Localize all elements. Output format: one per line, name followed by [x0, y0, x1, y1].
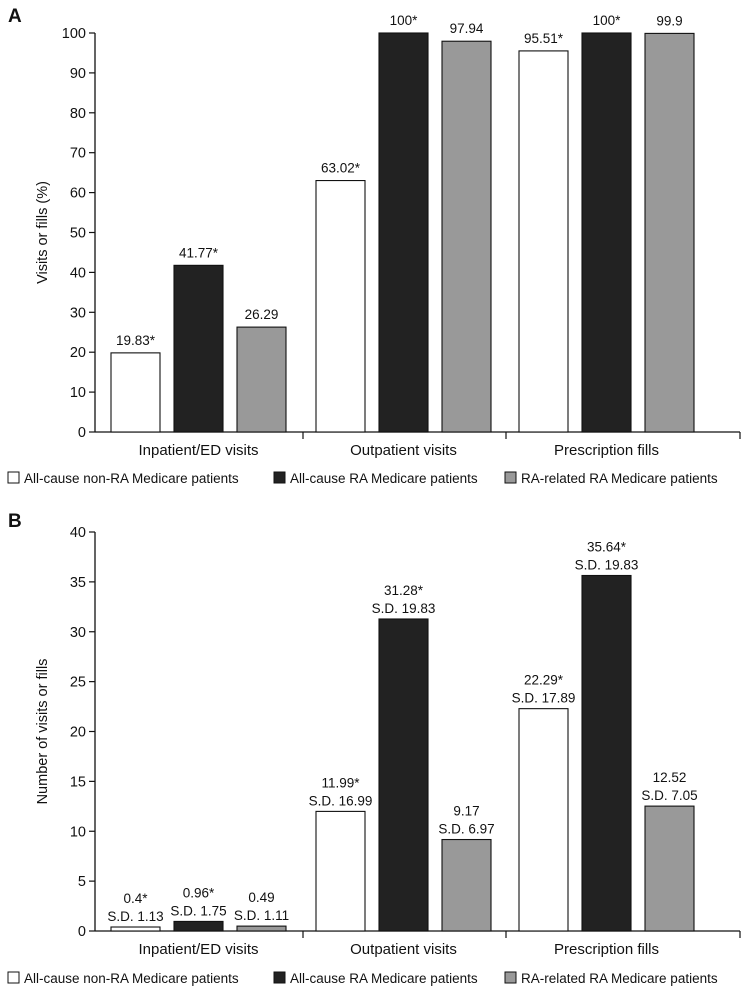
legend-swatch — [504, 971, 517, 984]
bar-value-label: 41.77* — [179, 245, 219, 260]
bar-value-label: 31.28* — [384, 583, 424, 598]
bar-value-label: 100* — [593, 13, 622, 28]
y-tick-label: 40 — [70, 525, 86, 541]
bar — [315, 810, 366, 932]
bar-value-label: 11.99* — [321, 775, 360, 790]
bar-sd-label: S.D. 7.05 — [641, 788, 697, 803]
bar-value-label: 0.4* — [123, 891, 148, 906]
legend-swatch — [7, 971, 20, 984]
x-category-label: Prescription fills — [554, 941, 659, 958]
legend-swatch — [7, 471, 20, 484]
bar — [236, 925, 287, 932]
y-axis-label: Visits or fills (%) — [35, 181, 51, 284]
y-tick-label: 30 — [70, 625, 86, 641]
legend-swatch — [504, 471, 517, 484]
legend-label: RA-related RA Medicare patients — [521, 471, 718, 486]
bar — [581, 574, 632, 932]
legend-swatch — [273, 971, 286, 984]
y-tick-label: 25 — [70, 675, 86, 691]
legend-label: All-cause non-RA Medicare patients — [24, 971, 239, 986]
bar-value-label: 0.96* — [183, 885, 215, 900]
bar — [581, 32, 632, 433]
bar — [644, 32, 695, 433]
bar — [518, 50, 569, 433]
bar — [378, 32, 429, 433]
bar-value-label: 95.51* — [524, 31, 564, 46]
bar — [518, 708, 569, 932]
bar-sd-label: S.D. 19.83 — [372, 601, 436, 616]
legend-swatch — [273, 471, 286, 484]
bar-value-label: 9.17 — [453, 804, 479, 819]
y-tick-label: 10 — [70, 824, 86, 840]
y-tick-label: 35 — [70, 575, 86, 591]
y-tick-label: 90 — [70, 66, 86, 82]
y-tick-label: 5 — [78, 874, 86, 890]
y-tick-label: 0 — [78, 924, 86, 940]
x-category-label: Outpatient visits — [350, 941, 457, 958]
y-tick-label: 60 — [70, 186, 86, 202]
bar — [110, 352, 161, 433]
x-category-label: Inpatient/ED visits — [138, 442, 258, 459]
y-tick-label: 100 — [62, 26, 86, 42]
y-axis-label: Number of visits or fills — [35, 659, 51, 805]
bar-value-label: 26.29 — [245, 307, 279, 322]
bar-sd-label: S.D. 1.13 — [107, 909, 163, 924]
bar-value-label: 22.29* — [524, 673, 564, 688]
x-category-label: Prescription fills — [554, 442, 659, 459]
bar-value-label: 97.94 — [450, 21, 484, 36]
bar-value-label: 99.9 — [656, 13, 682, 28]
bar-sd-label: S.D. 1.11 — [234, 908, 289, 923]
y-tick-label: 80 — [70, 106, 86, 122]
legend-label: All-cause RA Medicare patients — [290, 471, 478, 486]
legend-label: All-cause RA Medicare patients — [290, 971, 478, 986]
bar-sd-label: S.D. 6.97 — [438, 822, 494, 837]
bar — [236, 326, 287, 433]
panel-label: A — [8, 6, 22, 27]
bar — [644, 805, 695, 932]
y-tick-label: 0 — [78, 425, 86, 441]
y-tick-label: 20 — [70, 725, 86, 741]
bar-value-label: 63.02* — [321, 161, 361, 176]
x-category-label: Inpatient/ED visits — [138, 941, 258, 958]
bar — [378, 618, 429, 932]
y-tick-label: 40 — [70, 265, 86, 281]
bar — [173, 920, 224, 932]
bar-value-label: 0.49 — [248, 890, 274, 905]
panel-label: B — [8, 511, 22, 532]
bar — [173, 264, 224, 433]
y-tick-label: 30 — [70, 305, 86, 321]
y-tick-label: 50 — [70, 226, 86, 242]
bar-sd-label: S.D. 1.75 — [170, 903, 226, 918]
bar-value-label: 100* — [390, 13, 419, 28]
bar — [315, 180, 366, 433]
y-tick-label: 15 — [70, 774, 86, 790]
bar — [441, 838, 492, 932]
bar-value-label: 35.64* — [587, 539, 627, 554]
y-tick-label: 70 — [70, 146, 86, 162]
legend-label: All-cause non-RA Medicare patients — [24, 471, 239, 486]
x-category-label: Outpatient visits — [350, 442, 457, 459]
legend-label: RA-related RA Medicare patients — [521, 971, 718, 986]
panel-a-chart: A Visits or fills (%) 0 10 20 30 40 50 60 70 80 90 1… — [7, 6, 741, 486]
bar-sd-label: S.D. 17.89 — [512, 691, 576, 706]
bar — [441, 40, 492, 433]
y-tick-label: 20 — [70, 345, 86, 361]
bar-value-label: 12.52 — [653, 770, 687, 785]
bar-sd-label: S.D. 16.99 — [309, 793, 373, 808]
y-tick-label: 10 — [70, 385, 86, 401]
bar-sd-label: S.D. 19.83 — [575, 557, 639, 572]
bar — [110, 926, 161, 932]
panel-b-chart: B Number of visits or fills 0 5 10 15 20 25 30 35… — [7, 511, 741, 986]
bar-value-label: 19.83* — [116, 333, 156, 348]
